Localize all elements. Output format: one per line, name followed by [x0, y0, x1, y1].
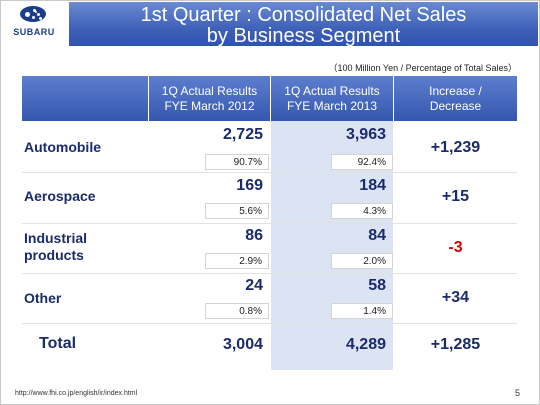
pct-other-fy2013: 1.4%: [331, 303, 393, 319]
row-divider: [22, 323, 517, 324]
pct-industrial-fy2013: 2.0%: [331, 253, 393, 269]
value-other-fy2012: 24: [245, 277, 263, 294]
page-number: 5: [515, 388, 521, 398]
page-title-line1: 1st Quarter : Consolidated Net Sales: [140, 4, 467, 26]
value-total-fy2013: 4,289: [345, 336, 386, 353]
value-automobile-fy2013: 3,963: [345, 126, 386, 143]
units-note: （100 Million Yen / Percentage of Total S…: [328, 63, 517, 73]
column-header-fy2012-line2: FYE March 2012: [164, 99, 255, 113]
column-header-fy2013-line2: FYE March 2013: [286, 99, 378, 113]
row-label-text-line2: products: [24, 247, 84, 263]
row-label-automobile: Automobile: [24, 139, 101, 156]
column-header-change: Increase / Decrease: [394, 76, 517, 121]
title-bar: 1st Quarter : Consolidated Net Sales by …: [69, 2, 538, 47]
value-total-fy2012: 3,004: [222, 336, 263, 353]
value-industrial-fy2012: 86: [245, 227, 263, 244]
change-industrial: -3: [448, 239, 463, 256]
change-automobile: +1,239: [430, 139, 481, 156]
footer-url[interactable]: http://www.fhi.co.jp/english/ir/index.ht…: [15, 390, 138, 397]
change-aerospace: +15: [441, 188, 470, 205]
column-header-fy2013: 1Q Actual Results FYE March 2013: [271, 76, 393, 121]
pct-automobile-fy2013: 92.4%: [331, 154, 393, 170]
value-automobile-fy2012: 2,725: [222, 126, 263, 143]
row-label-industrial-products: Industrial products: [24, 230, 87, 264]
pct-industrial-fy2012: 2.9%: [205, 253, 269, 269]
pct-aerospace-fy2012: 5.6%: [205, 203, 269, 219]
column-header-fy2012: 1Q Actual Results FYE March 2012: [149, 76, 270, 121]
row-divider: [22, 223, 517, 224]
row-label-text: Other: [24, 290, 62, 306]
page-title-line2: by Business Segment: [206, 25, 401, 47]
pct-aerospace-fy2013: 4.3%: [331, 203, 393, 219]
logo-wordmark: SUBARU: [13, 27, 55, 37]
value-other-fy2013: 58: [368, 277, 386, 294]
column-header-fy2013-line1: 1Q Actual Results: [284, 84, 380, 98]
subaru-logo: SUBARU: [2, 2, 68, 46]
row-divider: [22, 273, 517, 274]
pleiades-star-icon: [20, 6, 46, 22]
value-aerospace-fy2013: 184: [359, 177, 386, 194]
row-label-other: Other: [24, 290, 61, 307]
value-industrial-fy2013: 84: [368, 227, 386, 244]
row-label-aerospace: Aerospace: [24, 188, 96, 205]
column-header-fy2012-line1: 1Q Actual Results: [161, 84, 258, 98]
row-divider: [22, 172, 517, 173]
total-label: Total: [39, 335, 77, 352]
header-corner: [22, 76, 148, 121]
change-total: +1,285: [430, 336, 481, 353]
column-header-change-line1: Increase /: [429, 84, 482, 98]
column-header-change-line2: Decrease: [429, 99, 482, 113]
row-label-text: Aerospace: [24, 188, 96, 204]
value-aerospace-fy2012: 169: [236, 177, 263, 194]
pct-automobile-fy2012: 90.7%: [205, 154, 269, 170]
row-label-text: Industrial: [24, 230, 88, 246]
pct-other-fy2012: 0.8%: [205, 303, 269, 319]
change-other: +34: [441, 289, 470, 306]
row-label-text: Automobile: [24, 139, 101, 155]
